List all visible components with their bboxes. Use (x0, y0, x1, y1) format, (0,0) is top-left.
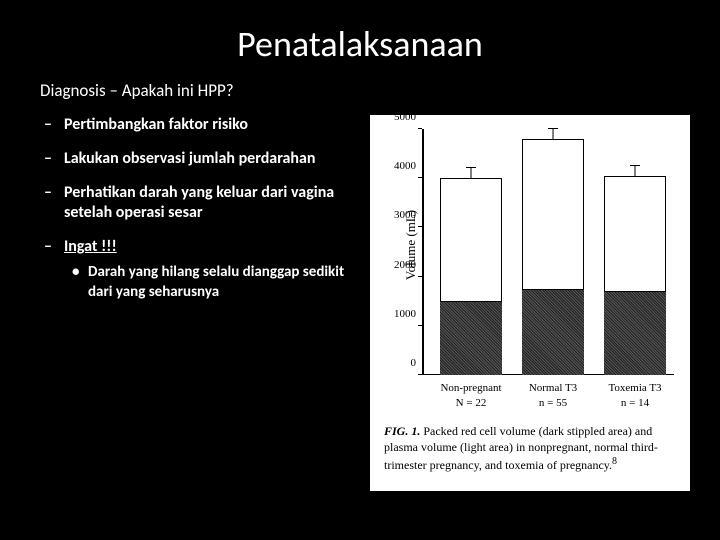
y-tick-label: 1000 (394, 308, 422, 320)
x-label: Non-pregnant (440, 381, 502, 396)
error-cap (548, 128, 558, 129)
figure-caption: FIG. 1. Packed red cell volume (dark sti… (384, 423, 676, 474)
bar-rbc (604, 291, 666, 375)
y-axis (422, 129, 424, 375)
page-title: Penatalaksanaan (0, 0, 720, 80)
x-n-label: n = 14 (604, 396, 666, 411)
sub-list-item: Darah yang hilang selalu dianggap sediki… (64, 263, 364, 302)
subtitle: Diagnosis – Apakah ini HPP? (0, 80, 720, 101)
bullet-list-container: Pertimbangkan faktor risiko Lakukan obse… (40, 115, 370, 491)
y-tick-label: 4000 (394, 160, 422, 172)
y-tick-label: 2000 (394, 259, 422, 271)
chart-area: 010002000300040005000Non-pregnantN = 22N… (422, 129, 674, 375)
x-label: Normal T3 (522, 381, 584, 396)
y-tick-mark (418, 374, 422, 375)
y-tick-mark (418, 325, 422, 326)
x-n-label: N = 22 (440, 396, 502, 411)
y-tick-label: 3000 (394, 209, 422, 221)
y-tick-label: 5000 (394, 111, 422, 123)
x-n-label: n = 55 (522, 396, 584, 411)
list-item: Perhatikan darah yang keluar dari vagina… (40, 183, 364, 223)
error-cap (630, 165, 640, 166)
list-item-text: Perhatikan darah yang keluar dari vagina… (64, 183, 334, 222)
bar-rbc (440, 301, 502, 375)
error-bar (635, 166, 636, 176)
list-item: Lakukan observasi jumlah perdarahan (40, 149, 364, 169)
error-bar (471, 168, 472, 178)
sub-list-item-text: Darah yang hilang selalu dianggap sediki… (88, 263, 344, 301)
x-label-group: Toxemia T3n = 14 (604, 375, 666, 411)
list-item-text: Pertimbangkan faktor risiko (64, 115, 248, 134)
y-tick-mark (418, 177, 422, 178)
list-item: Pertimbangkan faktor risiko (40, 115, 364, 135)
bar-rbc (522, 289, 584, 375)
y-tick-mark (418, 226, 422, 227)
error-cap (466, 167, 476, 168)
caption-ref: 8 (612, 456, 617, 467)
list-item-text: Lakukan observasi jumlah perdarahan (64, 149, 316, 168)
sub-list: Darah yang hilang selalu dianggap sediki… (64, 263, 364, 302)
figure: Volume (mL) 010002000300040005000Non-pre… (370, 115, 690, 491)
list-item: Ingat !!! Darah yang hilang selalu diang… (40, 237, 364, 302)
x-label-group: Non-pregnantN = 22 (440, 375, 502, 411)
bullet-list: Pertimbangkan faktor risiko Lakukan obse… (40, 115, 364, 302)
x-label: Toxemia T3 (604, 381, 666, 396)
y-tick-mark (418, 128, 422, 129)
list-item-text: Ingat !!! (64, 237, 117, 256)
y-tick-mark (418, 276, 422, 277)
error-bar (553, 129, 554, 139)
x-label-group: Normal T3n = 55 (522, 375, 584, 411)
y-tick-label: 0 (411, 357, 423, 369)
caption-prefix: FIG. 1. (384, 424, 420, 438)
figure-container: Volume (mL) 010002000300040005000Non-pre… (370, 115, 710, 491)
